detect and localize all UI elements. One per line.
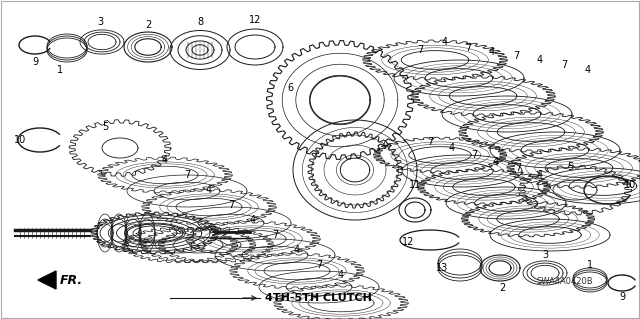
Text: 7: 7 (272, 230, 278, 240)
Text: 4: 4 (442, 37, 448, 47)
Text: 9: 9 (32, 57, 38, 67)
Text: 4: 4 (537, 55, 543, 65)
Text: 1: 1 (57, 65, 63, 75)
Text: 4TH-5TH CLUTCH: 4TH-5TH CLUTCH (265, 293, 372, 303)
Text: 7: 7 (228, 200, 234, 210)
Text: 11: 11 (409, 180, 421, 190)
Text: 5: 5 (102, 122, 108, 132)
Text: SWA4A0420B: SWA4A0420B (537, 278, 593, 286)
Text: 7: 7 (184, 170, 190, 180)
Text: 1: 1 (587, 260, 593, 270)
Text: 12: 12 (249, 15, 261, 25)
Text: 7: 7 (316, 260, 322, 270)
Text: 7: 7 (513, 51, 519, 61)
Text: 4: 4 (162, 155, 168, 165)
Text: 7: 7 (427, 137, 433, 147)
Text: 4: 4 (338, 270, 344, 280)
Text: 4: 4 (493, 157, 499, 167)
Text: 10: 10 (624, 180, 636, 190)
Text: 9: 9 (619, 292, 625, 302)
Text: 4: 4 (449, 143, 455, 153)
Text: 2: 2 (499, 283, 505, 293)
Text: FR.: FR. (60, 273, 83, 286)
Text: 7: 7 (471, 150, 477, 160)
Text: 6: 6 (287, 83, 293, 93)
Text: 4: 4 (250, 215, 256, 225)
Text: 2: 2 (145, 20, 151, 30)
Text: 8: 8 (197, 17, 203, 27)
Text: 10: 10 (14, 135, 26, 145)
Polygon shape (38, 271, 56, 289)
Text: 4: 4 (537, 170, 543, 180)
Text: 7: 7 (515, 163, 521, 173)
Text: 4: 4 (489, 47, 495, 57)
Text: 4: 4 (206, 185, 212, 195)
Text: 13: 13 (436, 263, 448, 273)
Text: 7: 7 (417, 45, 423, 55)
Text: 3: 3 (542, 250, 548, 260)
Text: 3: 3 (97, 17, 103, 27)
Text: 7: 7 (465, 43, 471, 53)
Text: 7: 7 (561, 60, 567, 70)
Text: 4: 4 (294, 245, 300, 255)
Text: 12: 12 (402, 237, 414, 247)
Text: 4: 4 (585, 65, 591, 75)
Text: 5: 5 (567, 162, 573, 172)
